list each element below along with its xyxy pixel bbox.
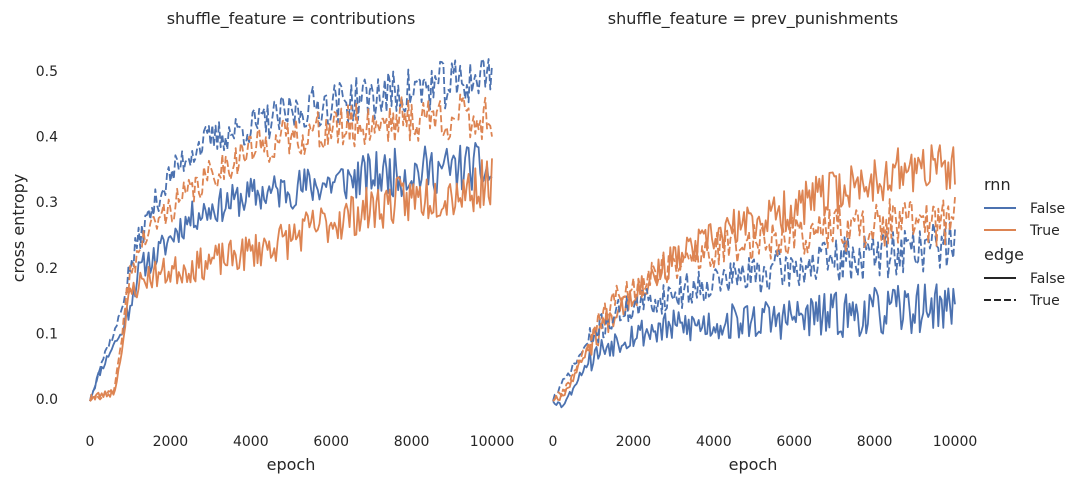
y-tick-label: 0.1 xyxy=(36,327,58,343)
x-tick-label: 10000 xyxy=(470,434,515,450)
x-tick-label: 8000 xyxy=(394,434,430,450)
x-axis-label-contributions: epoch xyxy=(267,455,316,474)
series-lines-prev-punishments xyxy=(552,144,956,409)
legend-label-rnn-true: True xyxy=(1029,223,1060,239)
y-tick-label: 0.2 xyxy=(36,261,58,277)
x-axis-label-prev-punishments: epoch xyxy=(729,455,778,474)
series-line-rnn-false-edge-false xyxy=(89,142,493,402)
series-line-rnn-true-edge-true xyxy=(552,197,956,402)
y-tick-label: 0.0 xyxy=(36,392,58,408)
series-line-rnn-false-edge-false xyxy=(552,283,956,409)
series-line-rnn-false-edge-true xyxy=(89,57,493,402)
x-tick-label: 4000 xyxy=(233,434,269,450)
x-tick-label: 0 xyxy=(86,434,95,450)
x-tick-label: 2000 xyxy=(616,434,652,450)
series-lines-contributions xyxy=(89,57,493,402)
legend-label-rnn-false: False xyxy=(1030,201,1065,217)
x-tick-labels-contributions: 0 2000 4000 6000 8000 10000 xyxy=(86,434,515,450)
y-tick-label: 0.4 xyxy=(36,130,58,146)
x-tick-label: 10000 xyxy=(933,434,978,450)
panel-contributions: shuffle_feature = contributions cross en… xyxy=(9,9,514,474)
x-tick-label: 0 xyxy=(549,434,558,450)
x-tick-labels-prev-punishments: 0 2000 4000 6000 8000 10000 xyxy=(549,434,978,450)
x-tick-label: 4000 xyxy=(696,434,732,450)
y-tick-labels: 0.0 0.1 0.2 0.3 0.4 0.5 xyxy=(36,64,58,408)
series-line-rnn-true-edge-false xyxy=(552,144,956,402)
y-tick-label: 0.3 xyxy=(36,195,58,211)
legend-label-edge-true: True xyxy=(1029,293,1060,309)
panel-title-contributions: shuffle_feature = contributions xyxy=(167,9,416,29)
legend-title-rnn: rnn xyxy=(984,175,1011,194)
x-tick-label: 6000 xyxy=(313,434,349,450)
series-line-rnn-true-edge-false xyxy=(89,158,493,402)
x-tick-label: 8000 xyxy=(857,434,893,450)
y-axis-label: cross entropy xyxy=(9,174,28,282)
y-tick-label: 0.5 xyxy=(36,64,58,80)
panel-prev-punishments: shuffle_feature = prev_punishments epoch… xyxy=(549,9,978,474)
series-line-rnn-true-edge-true xyxy=(89,93,493,402)
series-line-rnn-false-edge-true xyxy=(552,221,956,402)
legend: rnn False True edge False True xyxy=(984,175,1065,309)
legend-title-edge: edge xyxy=(984,245,1024,264)
x-tick-label: 6000 xyxy=(776,434,812,450)
panel-title-prev-punishments: shuffle_feature = prev_punishments xyxy=(608,9,899,29)
x-tick-label: 2000 xyxy=(153,434,189,450)
legend-label-edge-false: False xyxy=(1030,271,1065,287)
